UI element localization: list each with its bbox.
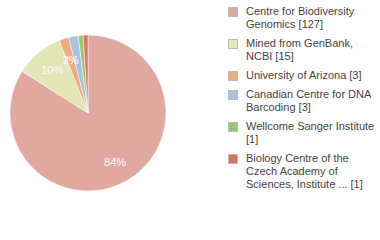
html-text:Mined from GenBank, NCBI [15]: Mined from GenBank, NCBI [15]	[246, 37, 353, 62]
html-text:Wellcome Sanger Institute [1]: Wellcome Sanger Institute [1]	[246, 120, 375, 145]
html-text:Canadian Centre for DNA Barcod: Canadian Centre for DNA Barcoding [3]	[246, 88, 371, 113]
svg-text:84%: 84%	[104, 156, 126, 168]
html-text:Biology Centre of the Czech Ac: Biology Centre of the Czech Academy of S…	[246, 152, 363, 190]
svg-text:2%: 2%	[63, 54, 79, 66]
html-text:Centre for Biodiversity Genomi: Centre for Biodiversity Genomics [127]	[246, 5, 355, 30]
svg-text:10%: 10%	[41, 64, 63, 76]
html-text:University of Arizona [3]: University of Arizona [3]	[246, 69, 362, 81]
